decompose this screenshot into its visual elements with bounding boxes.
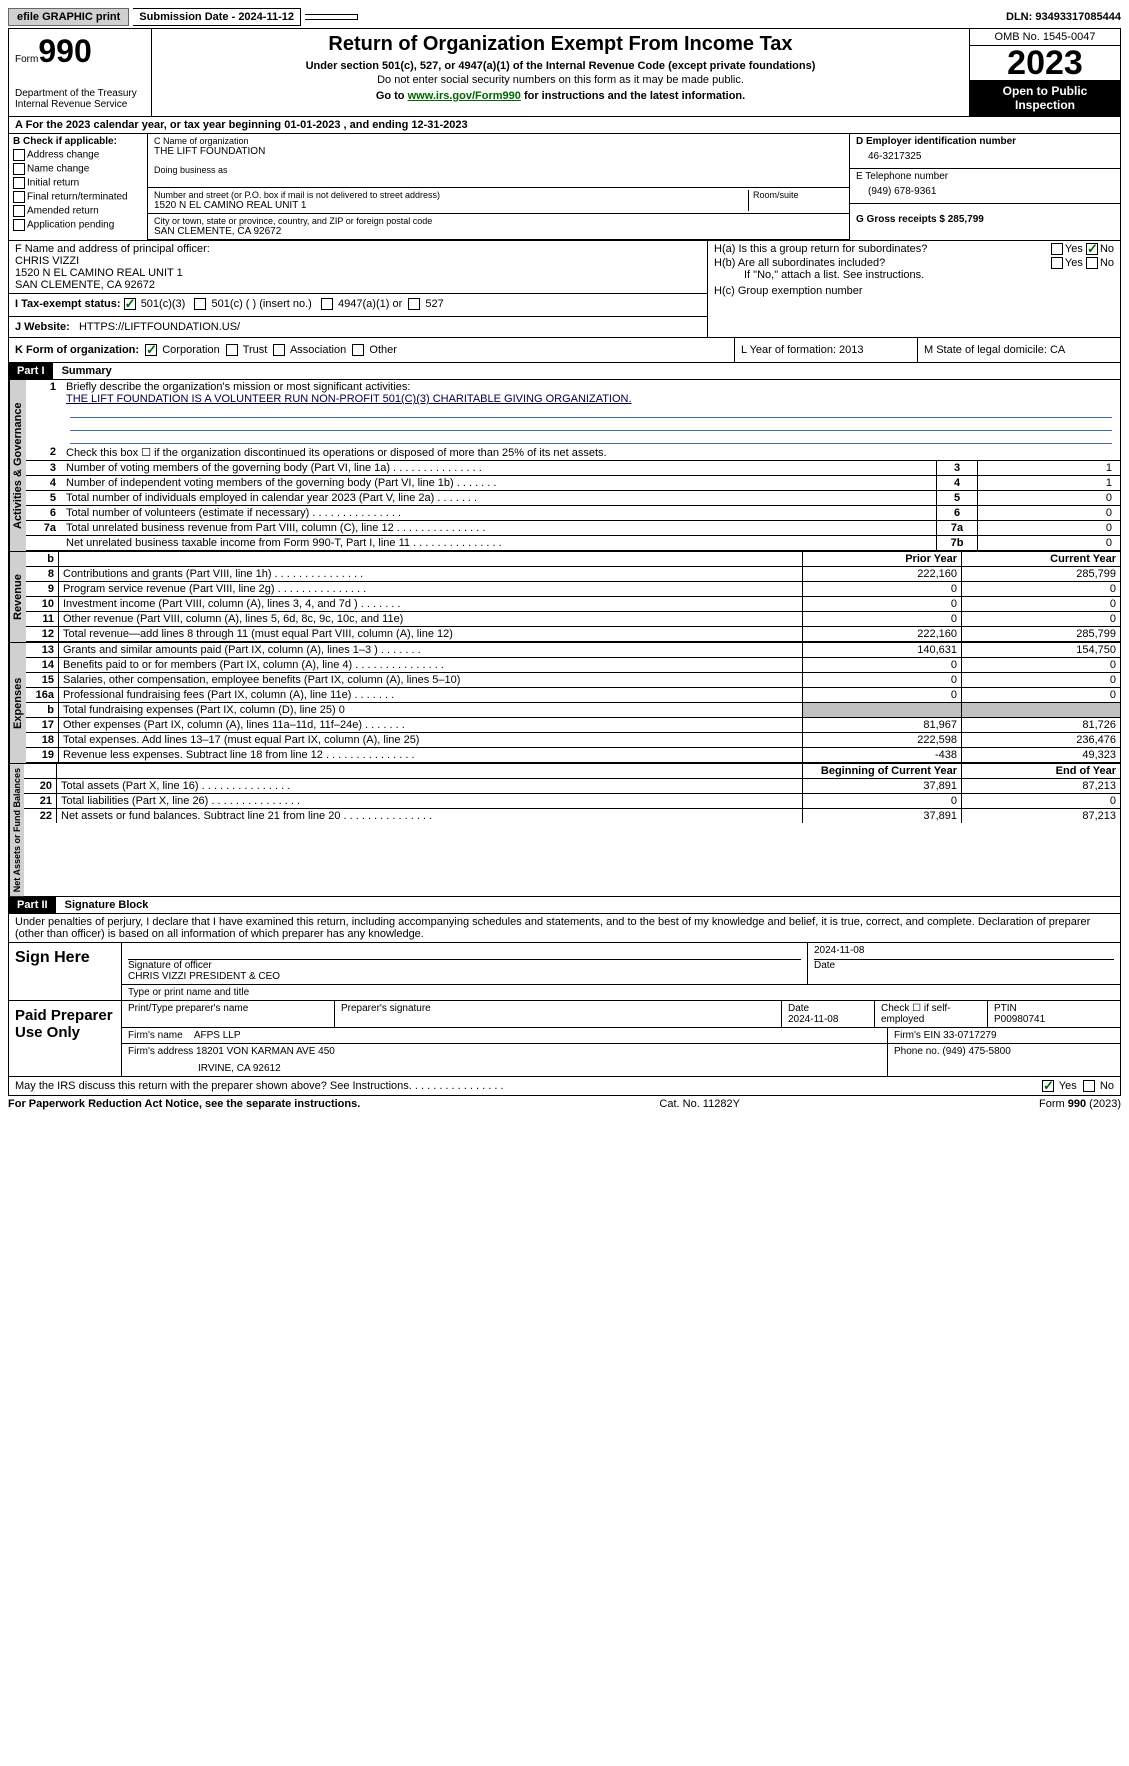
paid-preparer-label: Paid Preparer Use Only [9,1001,122,1076]
label-revenue: Revenue [9,552,26,642]
section-revenue: Revenue bPrior YearCurrent Year 8Contrib… [9,551,1120,642]
top-bar: efile GRAPHIC print Submission Date - 20… [8,8,1121,26]
part2-header: Part II Signature Block [9,896,1120,914]
officer-addr1: 1520 N EL CAMINO REAL UNIT 1 [15,267,701,279]
section-expenses: Expenses 13Grants and similar amounts pa… [9,642,1120,763]
form-header: Form990 Department of the Treasury Inter… [9,29,1120,117]
box-m: M State of legal domicile: CA [918,338,1120,362]
cb-initial-return[interactable] [13,177,25,189]
officer-addr2: SAN CLEMENTE, CA 92672 [15,279,701,291]
phone-label: E Telephone number [856,171,1114,182]
cb-app-pending[interactable] [13,219,25,231]
tax-year: 2023 [970,46,1120,80]
cb-corp[interactable] [145,344,157,356]
section-ag: Activities & Governance 1 Briefly descri… [9,380,1120,551]
label-netassets: Net Assets or Fund Balances [9,764,24,896]
netassets-table: Beginning of Current YearEnd of Year 20T… [24,764,1120,823]
org-name: THE LIFT FOUNDATION [154,146,843,157]
dba-label: Doing business as [154,165,843,175]
gross-receipts: G Gross receipts $ 285,799 [856,214,1114,225]
irs-link[interactable]: www.irs.gov/Form990 [408,90,521,102]
city-label: City or town, state or province, country… [154,216,843,226]
box-j: J Website: HTTPS://LIFTFOUNDATION.US/ [9,316,707,337]
officer-row: F Name and address of principal officer:… [9,240,1120,337]
ein-label: D Employer identification number [856,136,1114,147]
form-container: Form990 Department of the Treasury Inter… [8,28,1121,943]
box-h: H(a) Is this a group return for subordin… [708,241,1120,337]
ein-value: 46-3217325 [856,147,1114,166]
cb-discuss-no[interactable] [1083,1080,1095,1092]
cb-amended[interactable] [13,205,25,217]
mission-text: THE LIFT FOUNDATION IS A VOLUNTEER RUN N… [66,393,632,405]
ssn-note: Do not enter social security numbers on … [158,74,963,86]
cb-ha-no[interactable] [1086,243,1098,255]
part1-header: Part I Summary [9,362,1120,380]
form-number: 990 [38,33,91,69]
dln-label: DLN: 93493317085444 [1006,11,1121,23]
officer-signature: CHRIS VIZZI PRESIDENT & CEO [128,971,280,982]
sign-here-label: Sign Here [9,943,122,1000]
cb-discuss-yes[interactable] [1042,1080,1054,1092]
spacer [305,14,358,20]
line-a: A For the 2023 calendar year, or tax yea… [9,117,1120,134]
entity-row: B Check if applicable: Address change Na… [9,134,1120,240]
cb-trust[interactable] [226,344,238,356]
form-subtitle: Under section 501(c), 527, or 4947(a)(1)… [158,60,963,72]
box-i: I Tax-exempt status: 501(c)(3) 501(c) ( … [9,293,707,314]
goto-line: Go to www.irs.gov/Form990 for instructio… [158,90,963,102]
header-center: Return of Organization Exempt From Incom… [152,29,969,116]
cb-ha-yes[interactable] [1051,243,1063,255]
ag-table: 1 Briefly describe the organization's mi… [26,380,1120,551]
header-left: Form990 Department of the Treasury Inter… [9,29,152,116]
cb-527[interactable] [408,298,420,310]
street-address: 1520 N EL CAMINO REAL UNIT 1 [154,200,744,211]
cb-assoc[interactable] [273,344,285,356]
city-value: SAN CLEMENTE, CA 92672 [154,226,843,237]
efile-button[interactable]: efile GRAPHIC print [8,8,129,26]
cb-hb-no[interactable] [1086,257,1098,269]
phone-value: (949) 678-9361 [856,182,1114,201]
right-col: D Employer identification number 46-3217… [849,134,1120,240]
revenue-table: bPrior YearCurrent Year 8Contributions a… [26,552,1120,642]
box-f: F Name and address of principal officer:… [9,241,708,337]
cb-final-return[interactable] [13,191,25,203]
box-b: B Check if applicable: Address change Na… [9,134,148,240]
paid-preparer-block: Paid Preparer Use Only Print/Type prepar… [8,1001,1121,1077]
cb-4947[interactable] [321,298,333,310]
cb-other[interactable] [352,344,364,356]
dept-label: Department of the Treasury [15,88,145,99]
header-right: OMB No. 1545-0047 2023 Open to Public In… [969,29,1120,116]
signature-block: Sign Here Signature of officer CHRIS VIZ… [8,943,1121,1001]
box-c: C Name of organization THE LIFT FOUNDATI… [148,134,849,240]
expenses-table: 13Grants and similar amounts paid (Part … [26,643,1120,763]
form-prefix: Form [15,54,38,65]
cb-501c[interactable] [194,298,206,310]
addr-label: Number and street (or P.O. box if mail i… [154,190,744,200]
irs-label: Internal Revenue Service [15,99,145,110]
cb-name-change[interactable] [13,163,25,175]
cb-501c3[interactable] [124,298,136,310]
klm-row: K Form of organization: Corporation Trus… [9,337,1120,362]
label-expenses: Expenses [9,643,26,763]
submission-date: Submission Date - 2024-11-12 [133,8,301,26]
form-title: Return of Organization Exempt From Incom… [158,33,963,56]
cb-address-change[interactable] [13,149,25,161]
box-b-label: B Check if applicable: [13,136,143,147]
perjury-text: Under penalties of perjury, I declare th… [9,914,1120,942]
open-public-badge: Open to Public Inspection [970,80,1120,116]
officer-label: F Name and address of principal officer: [15,243,701,255]
footer-row: For Paperwork Reduction Act Notice, see … [8,1096,1121,1112]
label-ag: Activities & Governance [9,380,26,551]
section-netassets: Net Assets or Fund Balances Beginning of… [9,763,1120,896]
box-k: K Form of organization: Corporation Trus… [9,338,735,362]
website-value: HTTPS://LIFTFOUNDATION.US/ [79,321,240,333]
room-label: Room/suite [753,190,843,200]
box-l: L Year of formation: 2013 [735,338,918,362]
officer-name: CHRIS VIZZI [15,255,701,267]
cb-hb-yes[interactable] [1051,257,1063,269]
org-name-label: C Name of organization [154,136,843,146]
discuss-row: May the IRS discuss this return with the… [8,1077,1121,1096]
